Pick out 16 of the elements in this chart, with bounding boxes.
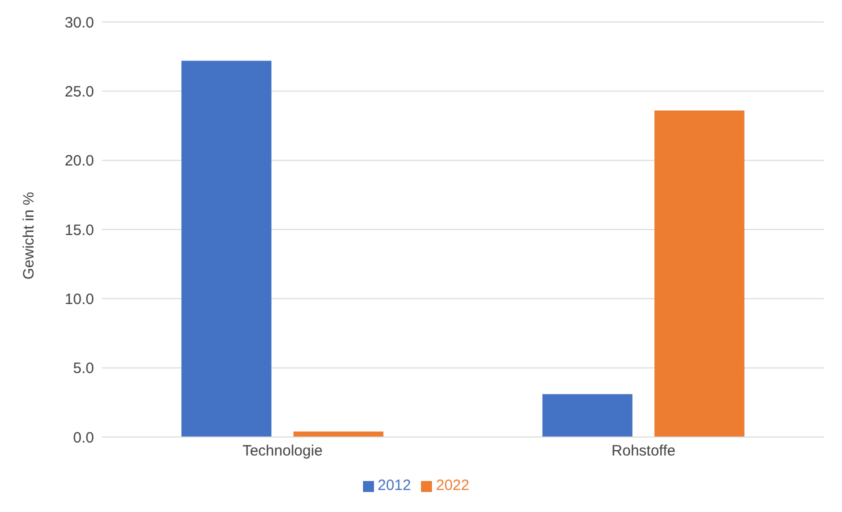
y-tick-label: 20.0 [64,152,94,170]
bar [293,431,384,437]
y-tick-label: 25.0 [64,83,94,100]
y-tick-label: 30.0 [64,14,94,32]
y-tick-label: 15.0 [64,222,94,239]
bar [181,60,272,437]
bar [654,110,744,437]
x-tick-label: Rohstoffe [612,442,676,460]
legend-label: 2012 [378,477,411,494]
legend-label: 2022 [436,477,470,494]
y-tick-label: 0.0 [73,429,94,446]
y-axis-title: Gewicht in % [20,192,38,280]
bar [542,394,632,437]
y-tick-label: 10.0 [64,290,94,308]
x-tick-label: Technologie [242,442,323,460]
y-tick-label: 5.0 [73,360,94,378]
